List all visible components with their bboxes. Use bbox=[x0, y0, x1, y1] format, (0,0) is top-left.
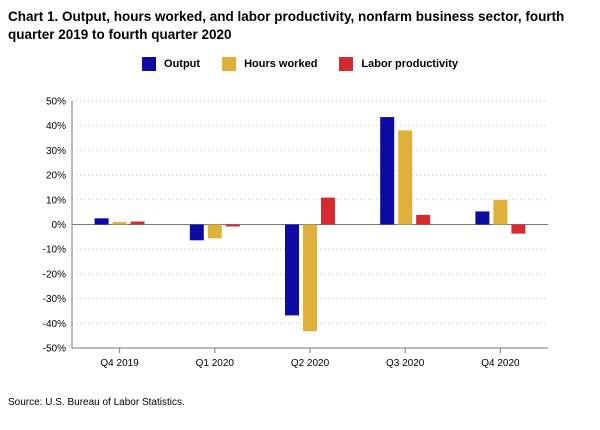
bar-output bbox=[285, 224, 299, 316]
y-tick-label: 50% bbox=[46, 97, 66, 108]
y-tick-label: -30% bbox=[43, 294, 66, 305]
y-tick-label: 20% bbox=[46, 171, 66, 182]
bar-labor-productivity bbox=[321, 197, 335, 225]
legend-swatch-labor-productivity bbox=[339, 57, 354, 71]
y-tick-label: 40% bbox=[46, 121, 66, 132]
bar-labor-productivity bbox=[225, 224, 240, 227]
x-tick-label: Q4 2019 bbox=[100, 358, 139, 369]
legend-swatch-hours-worked bbox=[222, 57, 237, 71]
x-tick-label: Q1 2020 bbox=[196, 358, 235, 369]
y-tick-label: -20% bbox=[43, 269, 66, 280]
y-tick-label: 10% bbox=[46, 195, 66, 206]
bar-hours-worked bbox=[398, 130, 413, 225]
source-note: Source: U.S. Bureau of Labor Statistics. bbox=[8, 397, 185, 408]
bar-labor-productivity bbox=[416, 214, 431, 225]
bar-hours-worked bbox=[303, 224, 317, 332]
bar-output bbox=[94, 218, 109, 225]
x-tick-label: Q4 2020 bbox=[481, 358, 520, 369]
y-tick-label: -40% bbox=[43, 319, 66, 330]
y-tick-label: -10% bbox=[43, 245, 66, 256]
bar-output bbox=[189, 224, 204, 241]
bar-labor-productivity bbox=[130, 221, 145, 225]
legend-item-labor-productivity: Labor productivity bbox=[339, 57, 458, 71]
legend-label-hours-worked: Hours worked bbox=[244, 58, 318, 70]
bar-labor-productivity bbox=[511, 224, 526, 234]
bar-output bbox=[380, 117, 395, 225]
x-tick-label: Q2 2020 bbox=[291, 358, 330, 369]
y-tick-label: 0% bbox=[52, 220, 67, 231]
bar-hours-worked bbox=[207, 224, 222, 239]
bar-hours-worked bbox=[112, 222, 127, 225]
legend-label-labor-productivity: Labor productivity bbox=[361, 58, 458, 70]
y-tick-label: -50% bbox=[43, 344, 66, 355]
chart-legend: Output Hours worked Labor productivity bbox=[0, 57, 600, 71]
legend-label-output: Output bbox=[164, 58, 201, 70]
legend-item-output: Output bbox=[142, 57, 200, 71]
bar-output bbox=[475, 211, 490, 225]
chart-title: Chart 1. Output, hours worked, and labor… bbox=[8, 9, 565, 42]
legend-swatch-output bbox=[142, 57, 157, 71]
y-tick-label: 30% bbox=[46, 146, 66, 157]
x-tick-label: Q3 2020 bbox=[386, 358, 425, 369]
legend-item-hours-worked: Hours worked bbox=[222, 57, 317, 71]
bar-hours-worked bbox=[493, 200, 508, 225]
